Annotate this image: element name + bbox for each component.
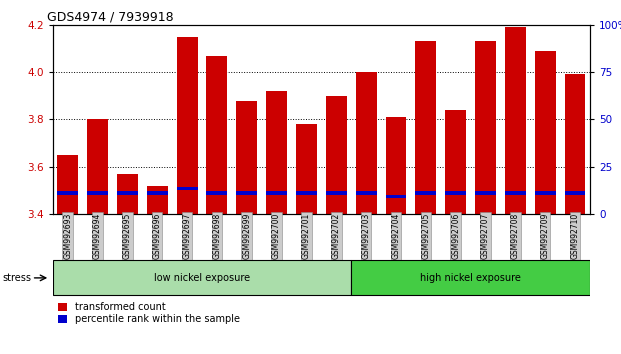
Bar (505, 192, 526, 195)
Bar (266, 192, 287, 195)
Text: GSM992700: GSM992700 (272, 213, 281, 259)
Text: GSM992693: GSM992693 (63, 213, 72, 259)
Bar (176, 187, 197, 190)
Bar (53, 261, 351, 295)
Text: GDS4974 / 7939918: GDS4974 / 7939918 (47, 11, 174, 24)
Bar (356, 72, 376, 214)
Text: GSM992701: GSM992701 (302, 213, 311, 259)
Bar (237, 101, 257, 214)
Bar (57, 192, 78, 195)
Bar (351, 261, 590, 295)
Text: stress: stress (2, 273, 32, 283)
Bar (57, 155, 78, 214)
Bar (326, 96, 347, 214)
Bar (535, 51, 556, 214)
Bar (87, 192, 108, 195)
Bar (445, 192, 466, 195)
Text: low nickel exposure: low nickel exposure (154, 273, 250, 283)
Text: GSM992705: GSM992705 (421, 213, 430, 259)
Bar (147, 192, 168, 195)
Bar (475, 41, 496, 214)
Bar (475, 192, 496, 195)
Text: GSM992707: GSM992707 (481, 213, 490, 259)
Bar (564, 74, 586, 214)
Bar (206, 56, 227, 214)
Text: GSM992697: GSM992697 (183, 213, 191, 259)
Bar (237, 192, 257, 195)
Text: GSM992702: GSM992702 (332, 213, 341, 259)
Text: GSM992694: GSM992694 (93, 213, 102, 259)
Text: high nickel exposure: high nickel exposure (420, 273, 521, 283)
Bar (386, 195, 406, 198)
Text: GSM992703: GSM992703 (361, 213, 371, 259)
Bar (415, 192, 437, 195)
Bar (445, 110, 466, 214)
Bar (415, 41, 437, 214)
Text: GSM992708: GSM992708 (511, 213, 520, 259)
Bar (564, 192, 586, 195)
Bar (296, 192, 317, 195)
Bar (535, 192, 556, 195)
Bar (326, 192, 347, 195)
Bar (386, 117, 406, 214)
Bar (206, 192, 227, 195)
Text: GSM992695: GSM992695 (123, 213, 132, 259)
Bar (505, 27, 526, 214)
Bar (296, 124, 317, 214)
Bar (176, 36, 197, 214)
Text: GSM992710: GSM992710 (571, 213, 579, 259)
Text: GSM992709: GSM992709 (541, 213, 550, 259)
Bar (87, 120, 108, 214)
Text: GSM992699: GSM992699 (242, 213, 252, 259)
Bar (117, 174, 138, 214)
Bar (356, 192, 376, 195)
Text: GSM992704: GSM992704 (391, 213, 401, 259)
Bar (147, 186, 168, 214)
Bar (266, 91, 287, 214)
Legend: transformed count, percentile rank within the sample: transformed count, percentile rank withi… (58, 302, 240, 324)
Text: GSM992698: GSM992698 (212, 213, 222, 259)
Text: GSM992706: GSM992706 (451, 213, 460, 259)
Text: GSM992696: GSM992696 (153, 213, 161, 259)
Bar (117, 192, 138, 195)
